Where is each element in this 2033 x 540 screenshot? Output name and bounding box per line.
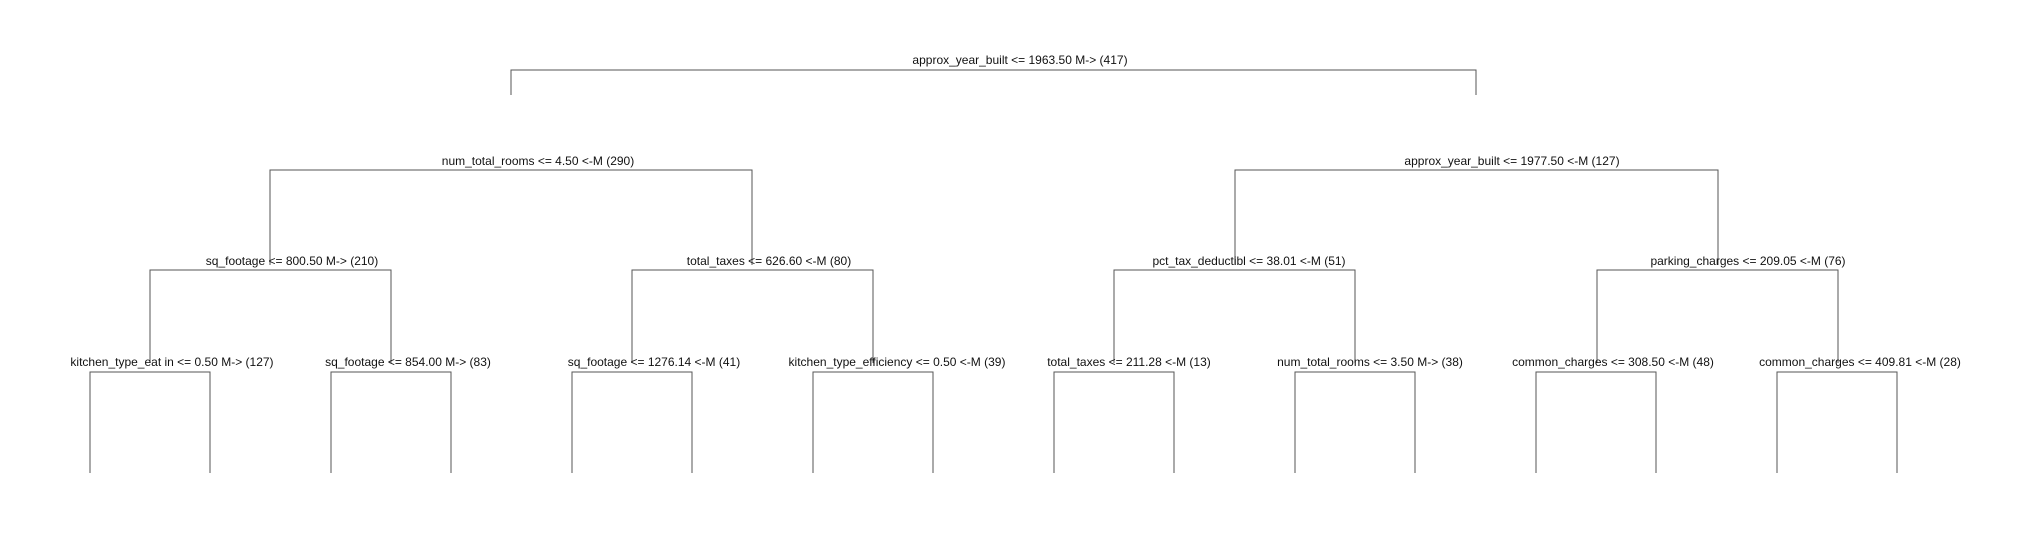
node-rr-label: parking_charges <= 209.05 <-M (76) bbox=[1650, 254, 1845, 268]
edge-rll bbox=[1053, 371, 1175, 473]
node-r-label: approx_year_built <= 1977.50 <-M (127) bbox=[1404, 154, 1619, 168]
edge-root bbox=[510, 69, 1477, 95]
edge-rlr bbox=[1294, 371, 1416, 473]
edge-r bbox=[1234, 169, 1719, 265]
edge-l bbox=[269, 169, 753, 265]
edge-rl bbox=[1113, 269, 1356, 363]
node-rrl-label: common_charges <= 308.50 <-M (48) bbox=[1512, 355, 1714, 369]
edge-rrr bbox=[1776, 371, 1898, 473]
node-rl-label: pct_tax_deductibl <= 38.01 <-M (51) bbox=[1152, 254, 1345, 268]
edge-ll bbox=[149, 269, 392, 363]
node-l-label: num_total_rooms <= 4.50 <-M (290) bbox=[442, 154, 634, 168]
node-lrl-label: sq_footage <= 1276.14 <-M (41) bbox=[568, 355, 740, 369]
edge-lrl bbox=[571, 371, 693, 473]
edge-rrl bbox=[1535, 371, 1657, 473]
edge-llr bbox=[330, 371, 452, 473]
node-ll-label: sq_footage <= 800.50 M-> (210) bbox=[206, 254, 378, 268]
node-rrr-label: common_charges <= 409.81 <-M (28) bbox=[1759, 355, 1961, 369]
edge-rr bbox=[1596, 269, 1839, 363]
node-lr-label: total_taxes <= 626.60 <-M (80) bbox=[687, 254, 851, 268]
node-llr-label: sq_footage <= 854.00 M-> (83) bbox=[325, 355, 491, 369]
node-root-label: approx_year_built <= 1963.50 M-> (417) bbox=[912, 53, 1127, 67]
node-rlr-label: num_total_rooms <= 3.50 M-> (38) bbox=[1277, 355, 1463, 369]
edge-lr bbox=[631, 269, 874, 363]
node-lll-label: kitchen_type_eat in <= 0.50 M-> (127) bbox=[70, 355, 273, 369]
edge-lrr bbox=[812, 371, 934, 473]
edge-lll bbox=[89, 371, 211, 473]
node-rll-label: total_taxes <= 211.28 <-M (13) bbox=[1047, 355, 1211, 369]
node-lrr-label: kitchen_type_efficiency <= 0.50 <-M (39) bbox=[789, 355, 1006, 369]
